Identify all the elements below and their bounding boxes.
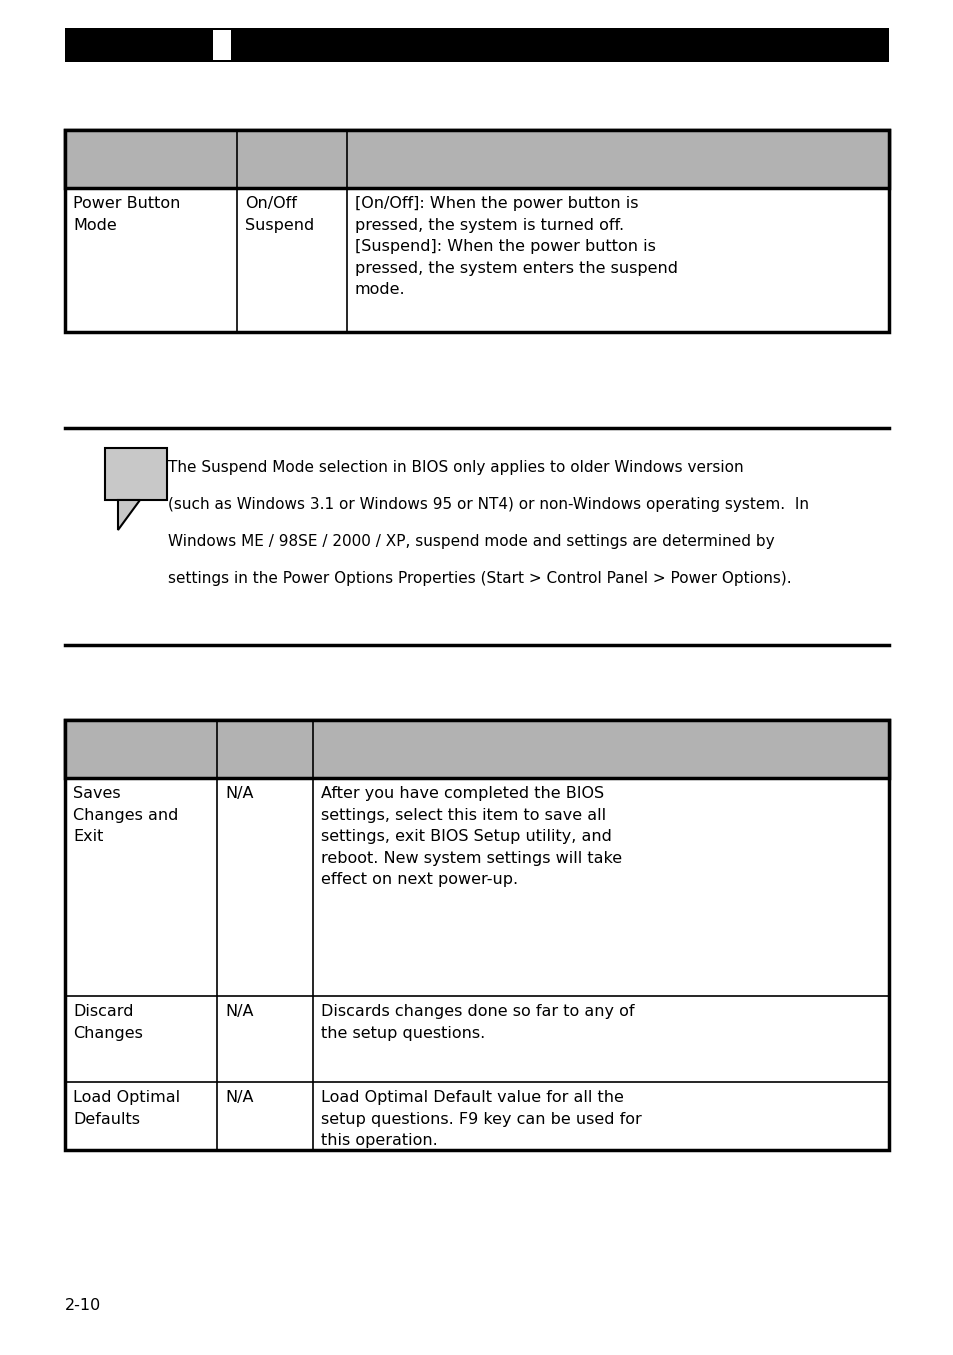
Bar bbox=[213, 30, 231, 60]
Text: [On/Off]: When the power button is
pressed, the system is turned off.
[Suspend]:: [On/Off]: When the power button is press… bbox=[355, 196, 678, 297]
Bar bbox=[65, 130, 888, 332]
Bar bbox=[65, 130, 888, 188]
Text: On/Off
Suspend: On/Off Suspend bbox=[245, 196, 314, 233]
Text: N/A: N/A bbox=[225, 786, 253, 801]
Text: Windows ME / 98SE / 2000 / XP, suspend mode and settings are determined by: Windows ME / 98SE / 2000 / XP, suspend m… bbox=[168, 534, 774, 549]
Polygon shape bbox=[118, 500, 140, 530]
Text: After you have completed the BIOS
settings, select this item to save all
setting: After you have completed the BIOS settin… bbox=[320, 786, 621, 888]
Text: N/A: N/A bbox=[225, 1004, 253, 1019]
Text: (such as Windows 3.1 or Windows 95 or NT4) or non-Windows operating system.  In: (such as Windows 3.1 or Windows 95 or NT… bbox=[168, 497, 808, 512]
Text: Load Optimal Default value for all the
setup questions. F9 key can be used for
t: Load Optimal Default value for all the s… bbox=[320, 1089, 641, 1148]
Text: Load Optimal
Defaults: Load Optimal Defaults bbox=[73, 1089, 180, 1126]
Text: settings in the Power Options Properties (Start > Control Panel > Power Options): settings in the Power Options Properties… bbox=[168, 570, 791, 585]
Text: N/A: N/A bbox=[225, 1089, 253, 1104]
Bar bbox=[65, 720, 888, 1150]
Text: Power Button
Mode: Power Button Mode bbox=[73, 196, 180, 233]
Text: The Suspend Mode selection in BIOS only applies to older Windows version: The Suspend Mode selection in BIOS only … bbox=[168, 459, 742, 476]
Text: Discard
Changes: Discard Changes bbox=[73, 1004, 143, 1041]
Bar bbox=[65, 720, 888, 778]
Text: Saves
Changes and
Exit: Saves Changes and Exit bbox=[73, 786, 178, 844]
Bar bbox=[105, 449, 167, 500]
Text: Discards changes done so far to any of
the setup questions.: Discards changes done so far to any of t… bbox=[320, 1004, 634, 1041]
Bar bbox=[65, 28, 888, 62]
Text: 2-10: 2-10 bbox=[65, 1298, 101, 1313]
